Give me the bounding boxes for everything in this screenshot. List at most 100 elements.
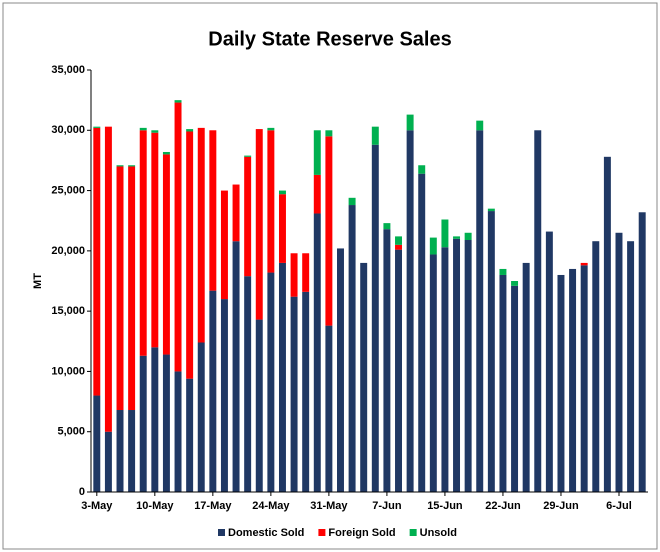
bar-segment [174,102,182,372]
bar-segment [441,247,449,492]
bar-segment [406,130,414,493]
bar-segment [592,241,600,492]
bar-segment [569,268,577,492]
x-tick-label: 6-Jul [606,500,632,512]
bar-segment [348,197,356,206]
bar-segment [580,262,588,266]
bar-segment [278,262,286,492]
bar-segment [534,130,542,493]
legend-swatch [218,529,225,536]
bar-segment [162,151,170,155]
bar-segment [174,371,182,492]
bar-segment [371,144,379,493]
y-tick-label: 20,000 [51,245,85,257]
bar-segment [104,126,112,432]
bar-segment [603,156,611,492]
bar-segment [580,265,588,492]
bar-segment [453,236,461,239]
bar-segment [302,291,310,492]
bar-segment [313,213,321,493]
bar-segment [487,211,495,492]
bar-segment [395,236,402,245]
bar-segment [557,274,565,492]
bar-segment [267,127,275,131]
bar-segment [139,355,147,492]
bar-segment [441,219,449,248]
bar-segment [429,237,437,255]
x-tick-label: 24-May [252,500,290,512]
bar-segment [174,100,182,103]
bar-segment [325,130,333,137]
bar-segment [627,241,635,492]
bar-segment [255,319,263,492]
bar-segment [232,184,240,242]
y-tick-label: 25,000 [51,184,85,196]
bar-segment [128,166,136,411]
legend-label: Unsold [420,527,457,539]
bar-segment [290,296,298,492]
y-tick-label: 15,000 [51,305,85,317]
bar-segment [232,241,240,492]
bar-segment [255,129,263,320]
bar-segment [162,154,170,355]
bar-segment [139,130,147,356]
y-tick-label: 35,000 [51,64,85,76]
bar-segment [278,190,286,195]
bar-segment [337,248,344,492]
y-tick-label: 5,000 [57,426,85,438]
bar-segment [395,249,402,492]
bar-segment [383,223,391,230]
bar-segment [511,285,519,492]
bar-segment [453,238,461,492]
legend-swatch [318,529,326,536]
x-tick-label: 22-Jun [485,500,521,512]
bar-segment [93,126,101,128]
bar-segment [267,130,275,273]
bar-segment [197,127,205,343]
x-tick-label: 10-May [136,500,174,512]
bar-segment [545,231,553,492]
y-tick-label: 30,000 [51,124,85,136]
bar-segment [638,212,646,492]
bar-segment [186,129,194,132]
bar-segment [522,262,530,492]
x-tick-label: 7-Jun [372,500,402,512]
bar-segment [464,232,472,241]
bar-segment [325,136,333,326]
bar-segment [313,130,321,175]
bar-segment [267,272,275,492]
bar-segment [429,254,437,492]
bar-segment [220,190,228,300]
bar-segment [348,205,356,493]
bar-segment [128,165,136,167]
x-tick-label: 17-May [194,500,232,512]
bar-segment [302,253,310,292]
bar-segment [278,194,286,263]
bar-segment [93,127,101,396]
bar-segment [383,229,391,492]
bar-segment [104,431,112,492]
legend-swatch [409,529,417,536]
bar-segment [116,410,124,492]
bar-segment [139,127,147,131]
x-tick-label: 15-Jun [427,500,463,512]
bar-segment [395,244,402,250]
legend-label: Foreign Sold [328,527,395,539]
bar-segment [487,208,495,212]
bar-segment [186,378,194,492]
bar-segment [244,156,252,277]
chart-title: Daily State Reserve Sales [208,28,452,50]
bar-segment [418,165,426,174]
bar-segment [197,342,205,492]
bar-segment [615,232,623,492]
bar-segment [209,130,217,291]
x-tick-label: 3-May [81,500,113,512]
bar-segment [151,130,159,133]
y-tick-label: 10,000 [51,365,85,377]
bar-segment [186,131,194,379]
bar-segment [313,174,321,214]
bar-segment [360,262,368,492]
bar-segment [93,395,101,492]
bar-segment [418,173,426,493]
